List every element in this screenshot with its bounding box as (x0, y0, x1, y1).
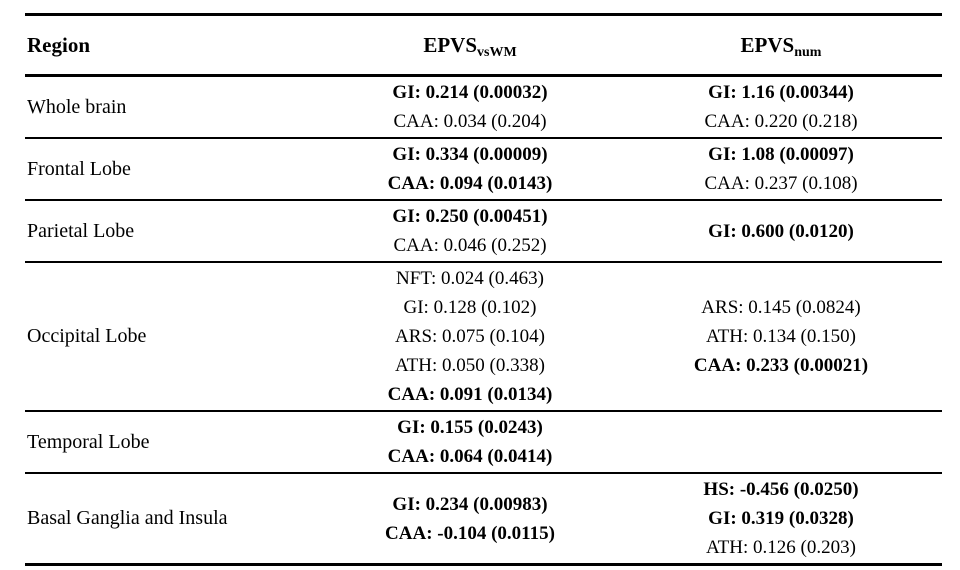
results-table: Region EPVSvsWM EPVSnum Whole brain GI: 0… (25, 13, 942, 566)
table-row: Whole brain GI: 0.214 (0.00032) CAA: 0.034… (25, 75, 942, 139)
column-header-epvs-vswm: EPVSvsWM (320, 15, 620, 76)
value-line: GI: 0.319 (0.0328) (708, 508, 854, 529)
value-line: CAA: 0.233 (0.00021) (693, 355, 869, 376)
value-line: NFT: 0.024 (0.463) (396, 268, 544, 289)
value-line: GI: 0.234 (0.00983) (392, 493, 548, 515)
region-label: Frontal Lobe (27, 157, 131, 180)
value-line: CAA: 0.220 (0.218) (704, 111, 858, 132)
value-line: GI: 0.600 (0.0120) (708, 220, 854, 242)
epvs-num-cell (620, 411, 942, 473)
column-header-epvs-num: EPVSnum (620, 15, 942, 76)
epvs-vswm-cell: GI: 0.155 (0.0243) CAA: 0.064 (0.0414) (320, 411, 620, 473)
table-row: Frontal Lobe GI: 0.334 (0.00009) CAA: 0.09… (25, 138, 942, 200)
epvs-num-cell: ARS: 0.145 (0.0824) ATH: 0.134 (0.150) CAA… (620, 262, 942, 411)
region-label: Parietal Lobe (27, 219, 135, 242)
epvs-vswm-cell: GI: 0.214 (0.00032) CAA: 0.034 (0.204) (320, 76, 620, 139)
value-line: CAA: -0.104 (0.0115) (385, 522, 555, 544)
epvs-vswm-cell: GI: 0.234 (0.00983) CAA: -0.104 (0.0115) (320, 473, 620, 565)
epvs-num-cell: GI: 1.16 (0.00344) CAA: 0.220 (0.218) (620, 76, 942, 139)
table-header: Region EPVSvsWM EPVSnum (25, 15, 942, 76)
value-line: ARS: 0.075 (0.104) (395, 326, 545, 347)
column-header-epvs-num-base: EPVS (740, 32, 795, 57)
table-row: Basal Ganglia and Insula GI: 0.234 (0.009… (25, 473, 942, 565)
column-header-epvs-vswm-subscript: vsWM (477, 44, 517, 60)
column-header-region: Region (27, 32, 90, 57)
epvs-vswm-cell: NFT: 0.024 (0.463) GI: 0.128 (0.102) ARS: … (320, 262, 620, 411)
value-line: CAA: 0.237 (0.108) (704, 173, 858, 194)
value-line: ATH: 0.134 (0.150) (706, 326, 856, 347)
table-body: Whole brain GI: 0.214 (0.00032) CAA: 0.034… (25, 75, 942, 565)
value-line: GI: 1.08 (0.00097) (708, 144, 854, 165)
value-line: GI: 0.155 (0.0243) (397, 417, 543, 438)
column-header-epvs-vswm-base: EPVS (423, 32, 477, 57)
epvs-vswm-cell: GI: 0.334 (0.00009) CAA: 0.094 (0.0143) (320, 138, 620, 200)
value-line: HS: -0.456 (0.0250) (703, 479, 859, 500)
region-label: Whole brain (27, 95, 127, 118)
table-row: Parietal Lobe GI: 0.250 (0.00451) CAA: 0.0… (25, 200, 942, 262)
epvs-num-cell: GI: 0.600 (0.0120) (620, 200, 942, 262)
table-row: Occipital Lobe NFT: 0.024 (0.463) GI: 0.12… (25, 262, 942, 411)
table-row: Temporal Lobe GI: 0.155 (0.0243) CAA: 0.06… (25, 411, 942, 473)
header-row: Region EPVSvsWM EPVSnum (25, 15, 942, 76)
value-line: GI: 1.16 (0.00344) (708, 82, 854, 103)
value-line: ARS: 0.145 (0.0824) (701, 297, 861, 318)
column-header-epvs-num-subscript: num (794, 44, 822, 60)
region-label: Temporal Lobe (27, 430, 150, 453)
value-line: CAA: 0.034 (0.204) (393, 111, 547, 132)
value-line: CAA: 0.046 (0.252) (393, 235, 547, 256)
value-line: ATH: 0.126 (0.203) (706, 537, 856, 558)
value-line: GI: 0.214 (0.00032) (392, 82, 548, 103)
value-line: CAA: 0.094 (0.0143) (387, 173, 553, 194)
value-line: GI: 0.128 (0.102) (403, 297, 537, 318)
value-line: GI: 0.250 (0.00451) (392, 206, 548, 227)
epvs-num-cell: GI: 1.08 (0.00097) CAA: 0.237 (0.108) (620, 138, 942, 200)
epvs-vswm-cell: GI: 0.250 (0.00451) CAA: 0.046 (0.252) (320, 200, 620, 262)
region-label: Basal Ganglia and Insula (27, 507, 228, 529)
epvs-num-cell: HS: -0.456 (0.0250) GI: 0.319 (0.0328) ATH… (620, 473, 942, 565)
value-line: CAA: 0.091 (0.0134) (387, 384, 553, 405)
value-line: GI: 0.334 (0.00009) (392, 144, 548, 165)
region-label: Occipital Lobe (27, 325, 147, 347)
value-line: CAA: 0.064 (0.0414) (387, 446, 553, 467)
value-line: ATH: 0.050 (0.338) (395, 355, 545, 376)
